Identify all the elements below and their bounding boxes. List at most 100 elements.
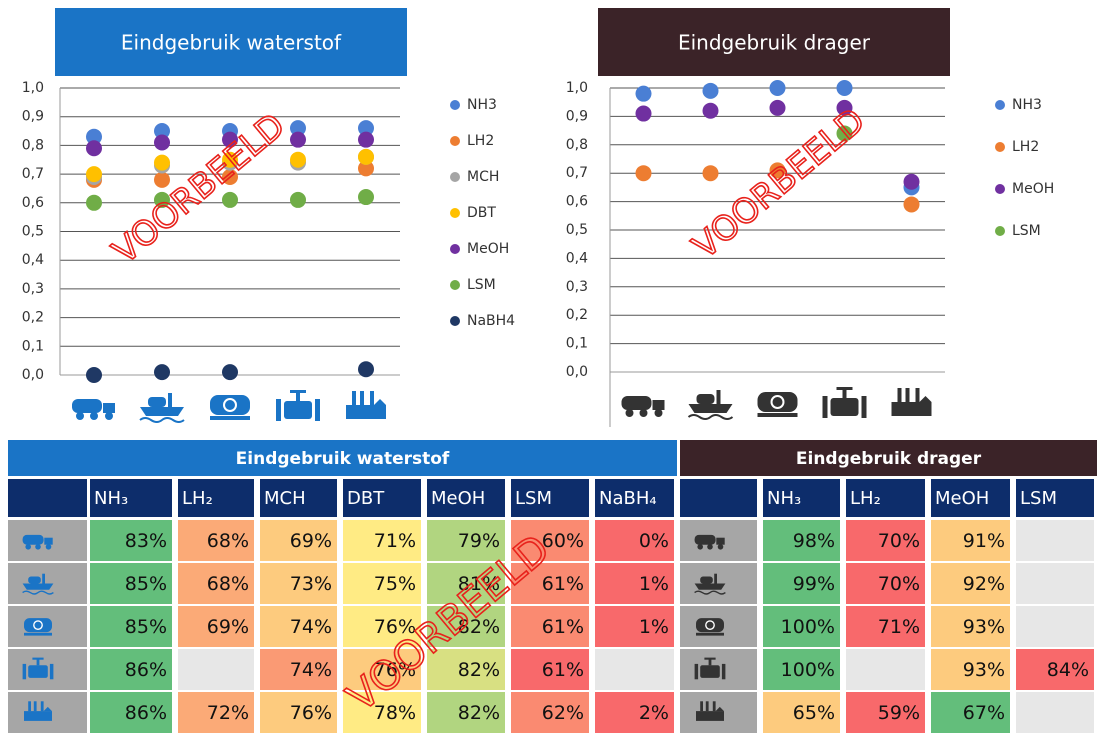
icon-part [28, 701, 31, 712]
icon [139, 393, 185, 423]
data-point [154, 134, 170, 151]
icon-part [296, 391, 300, 401]
table-cell [595, 692, 674, 733]
table-cell [511, 520, 589, 561]
data-point [635, 165, 652, 182]
table-cell [1016, 606, 1094, 647]
icon-part [696, 618, 724, 633]
icon [694, 657, 726, 680]
table-cell [343, 520, 421, 561]
table-cell [427, 692, 505, 733]
table-cell [511, 692, 589, 733]
icon-part [76, 412, 84, 420]
icon-part [276, 399, 281, 421]
table-cell-value: 85% [125, 573, 167, 595]
icon-part [360, 391, 364, 405]
table-cell [260, 563, 337, 604]
table-cell [763, 520, 840, 561]
table-cell [427, 649, 505, 690]
data-point [86, 128, 102, 145]
icon-part [28, 665, 48, 678]
icon-part [352, 391, 356, 405]
column-header [1016, 479, 1094, 517]
icon-part [24, 632, 52, 636]
y-tick-label: 0,5 [22, 224, 44, 240]
icon-part [22, 590, 54, 595]
table-cell [90, 520, 172, 561]
icon [696, 701, 724, 721]
table-cell [763, 563, 840, 604]
data-point [154, 191, 170, 208]
data-point [635, 105, 652, 122]
icon-part [44, 537, 53, 545]
column-header-label: MeOH [431, 488, 485, 509]
icon [694, 534, 725, 550]
icon [694, 573, 726, 595]
icon-part [700, 576, 713, 584]
icon-part [836, 387, 853, 390]
data-point [358, 148, 374, 165]
legend-swatch [450, 136, 460, 146]
icon-part [374, 399, 386, 405]
icon-part [33, 620, 43, 630]
icon-part [696, 632, 724, 636]
icon-part [694, 590, 726, 595]
data-point [86, 166, 102, 183]
table-cell [178, 520, 254, 561]
icon-part [49, 663, 54, 680]
icon-part [915, 388, 920, 402]
data-point [769, 99, 786, 116]
table-cell-value: 99% [793, 573, 835, 595]
table-cell-value: 71% [374, 530, 416, 552]
table-cell-value: 91% [963, 530, 1005, 552]
legend-label: LSM [1012, 223, 1041, 239]
table-title-bar [680, 440, 1097, 476]
icon-part [717, 544, 724, 550]
table-cell-value: 62% [542, 702, 584, 724]
data-point [836, 125, 853, 142]
icon-part [694, 534, 716, 545]
column-header [511, 479, 589, 517]
icon-part [830, 398, 859, 416]
legend-label: LSM [467, 277, 496, 293]
table-cell-value: 69% [290, 530, 332, 552]
legend-swatch [995, 100, 1005, 110]
column-header [8, 479, 87, 517]
table-cell-value: 100% [781, 659, 835, 681]
column-header [595, 479, 674, 517]
icon [346, 391, 386, 419]
table-cell [178, 692, 254, 733]
icon-part [22, 534, 44, 545]
table-cell-value: 100% [781, 616, 835, 638]
table-cell-value: 81% [458, 573, 500, 595]
icon-part [210, 395, 250, 415]
table-cell-value: 76% [374, 659, 416, 681]
icon [276, 390, 320, 421]
icon-part [712, 701, 716, 712]
legend-swatch [995, 226, 1005, 236]
icon-part [757, 392, 798, 412]
icon-part [905, 388, 910, 402]
chart-title: Eindgebruik waterstof [121, 31, 342, 55]
table-cell [260, 692, 337, 733]
y-tick-label: 0,3 [22, 281, 44, 297]
data-point [358, 160, 374, 177]
table-cell [1016, 692, 1094, 733]
icon [621, 396, 665, 417]
table-cell [90, 606, 172, 647]
y-tick-label: 0,6 [566, 194, 588, 210]
data-point [769, 162, 786, 179]
legend-label: DBT [467, 205, 496, 221]
chart-title: Eindgebruik drager [678, 31, 871, 55]
icon [822, 387, 867, 418]
y-tick-label: 0,8 [22, 137, 44, 153]
table-cell [343, 606, 421, 647]
table-cell [763, 692, 840, 733]
icon [891, 388, 932, 416]
table-cell-value: 70% [878, 530, 920, 552]
icon-part [716, 537, 725, 545]
table-cell [260, 606, 337, 647]
table-cell-value: 84% [1047, 659, 1089, 681]
table-cell-value: 93% [963, 659, 1005, 681]
legend-label: NH3 [1012, 97, 1042, 113]
